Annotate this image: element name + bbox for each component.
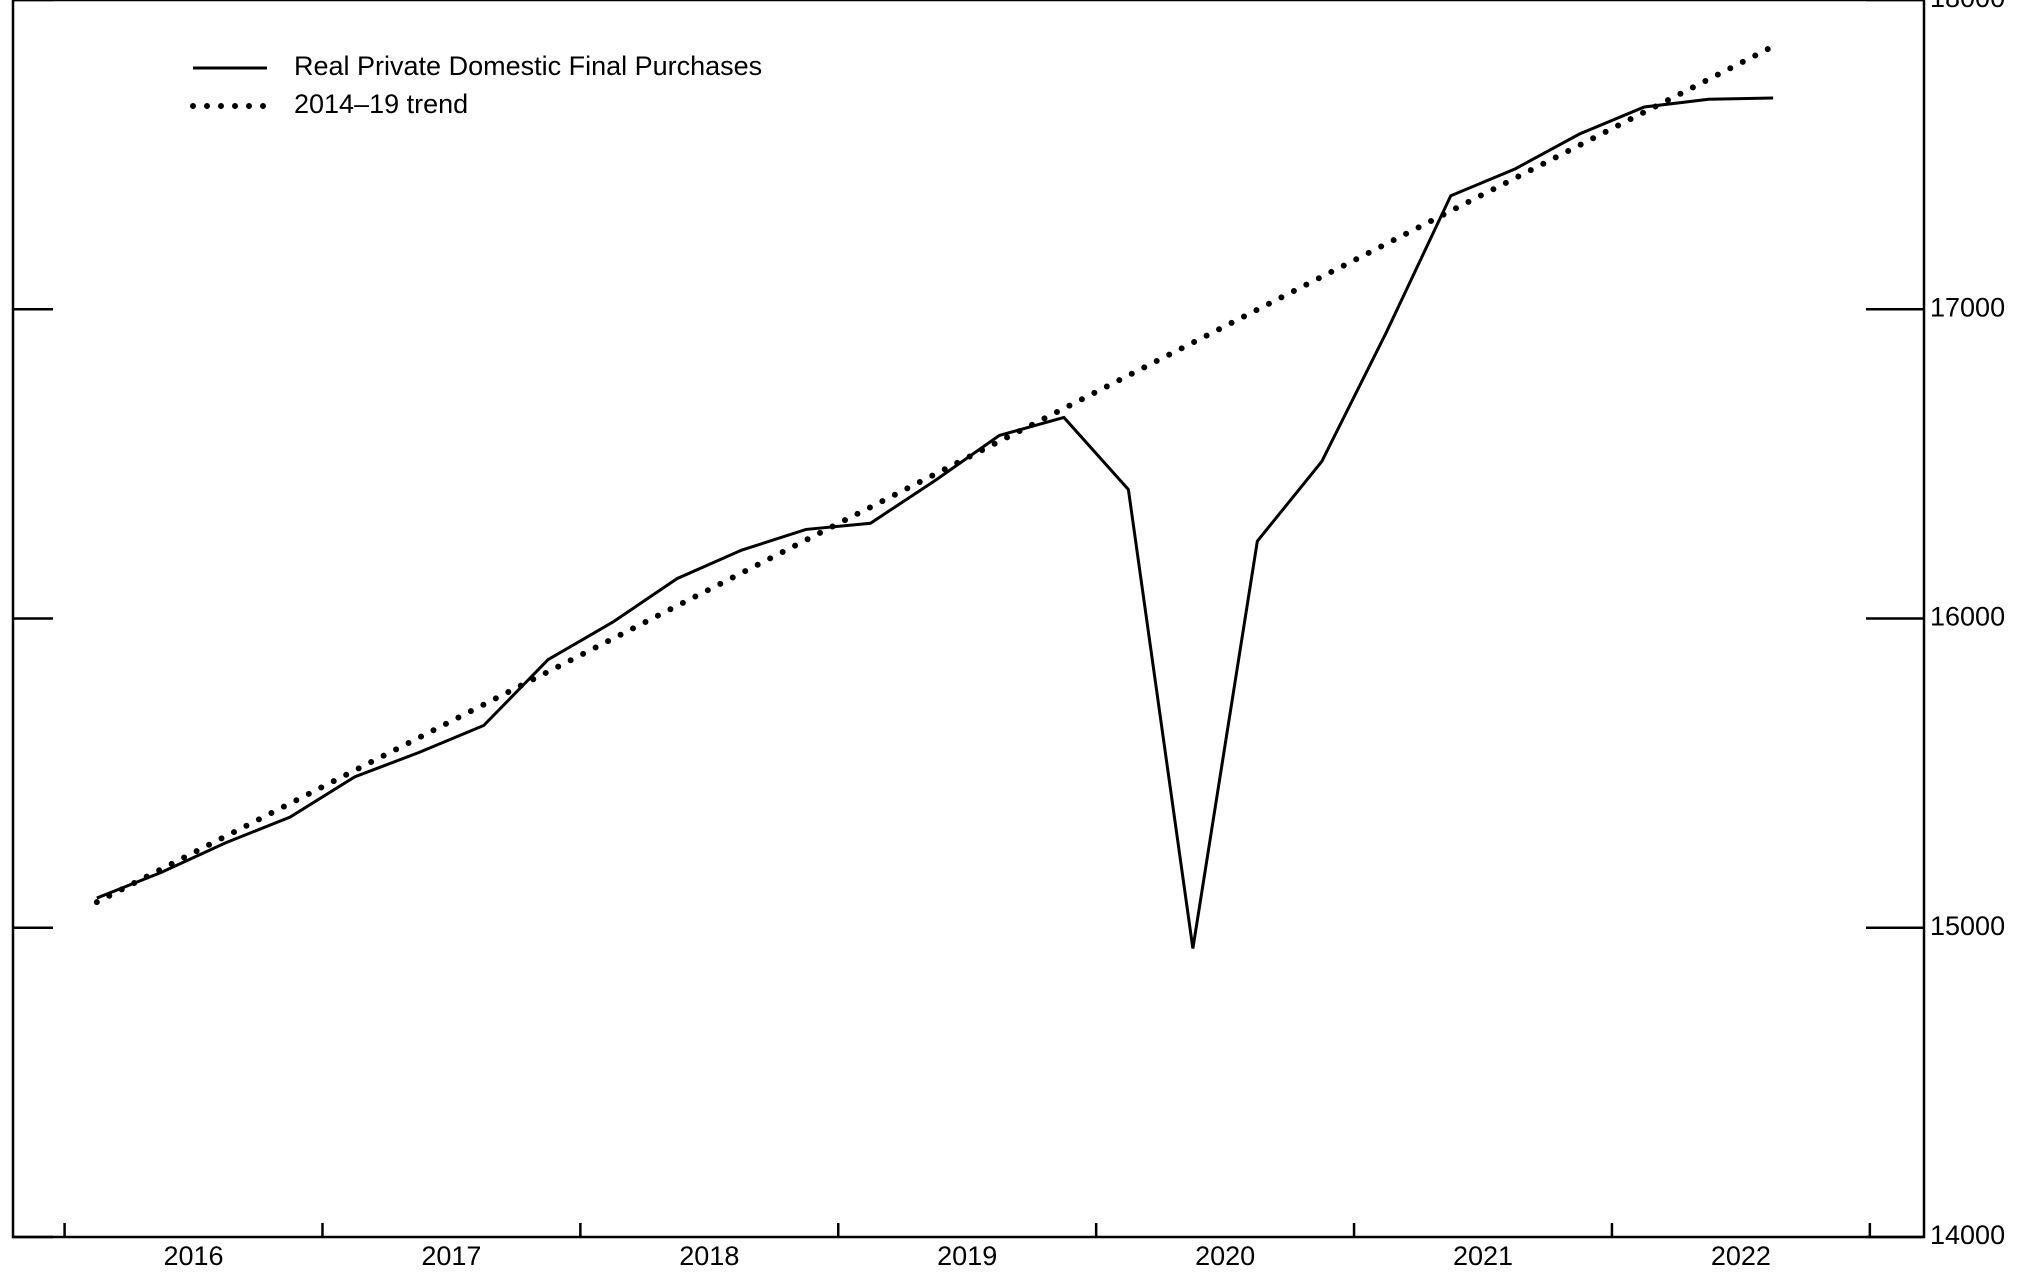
y-tick-label: 15000	[1930, 911, 2005, 941]
x-tick-label: 2021	[1453, 1241, 1513, 1271]
y-tick-label: 18000	[1930, 0, 2005, 13]
y-tick-label: 14000	[1930, 1220, 2005, 1250]
x-tick-label: 2017	[421, 1241, 481, 1271]
legend-label: 2014–19 trend	[294, 89, 468, 119]
x-tick-label: 2022	[1711, 1241, 1771, 1271]
x-tick-label: 2016	[163, 1241, 223, 1271]
plot-frame	[11, 0, 1926, 1239]
x-tick-label: 2018	[679, 1241, 739, 1271]
x-tick-label: 2020	[1195, 1241, 1255, 1271]
data-line	[96, 96, 1774, 949]
y-tick-label: 16000	[1930, 602, 2005, 632]
y-tick-label: 17000	[1930, 292, 2005, 322]
x-tick-label: 2019	[937, 1241, 997, 1271]
legend-label: Real Private Domestic Final Purchases	[294, 51, 762, 81]
data-line	[93, 43, 1777, 906]
